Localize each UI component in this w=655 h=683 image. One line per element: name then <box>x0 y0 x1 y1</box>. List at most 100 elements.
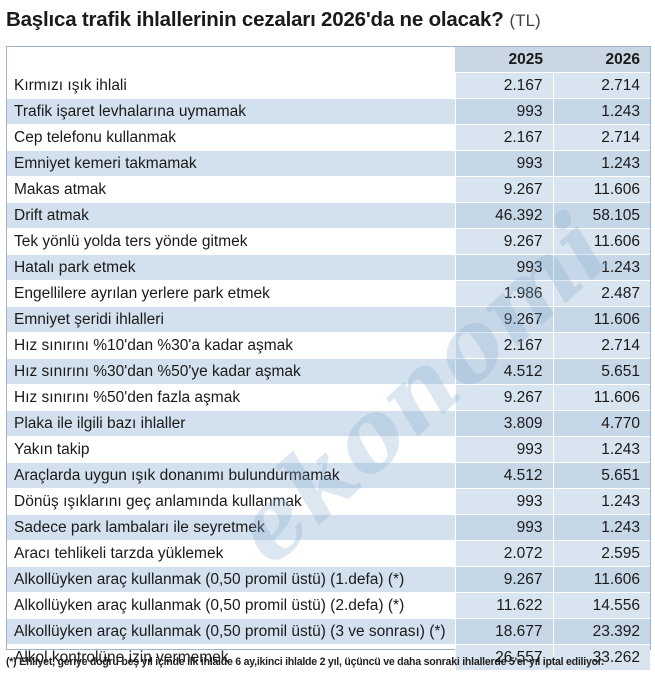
value-2026: 2.595 <box>552 540 650 567</box>
value-2025: 993 <box>454 488 553 515</box>
table-row: Engellilere ayrılan yerlere park etmek 1.… <box>7 280 650 307</box>
table-row: Yakın takip 993 1.243 <box>7 436 650 463</box>
table-row: Dönüş ışıklarını geç anlamında kullanmak… <box>7 488 650 515</box>
row-label: Aracı tehlikeli tarzda yüklemek <box>7 540 455 567</box>
value-2025: 993 <box>454 150 553 177</box>
table-row: Sadece park lambaları ile seyretmek 993 1.… <box>7 514 650 541</box>
value-2026: 1.243 <box>552 436 650 463</box>
value-2025: 9.267 <box>454 566 553 593</box>
table-header-row: 2025 2026 <box>7 47 650 73</box>
table-row: Alkollüyken araç kullanmak (0,50 promil … <box>7 566 650 593</box>
row-label: Drift atmak <box>7 202 455 229</box>
table-row: Aracı tehlikeli tarzda yüklemek 2.072 2.59… <box>7 540 650 567</box>
table-row: Araçlarda uygun ışık donanımı bulundurma… <box>7 462 650 489</box>
value-2025: 2.167 <box>454 332 553 359</box>
row-label: Dönüş ışıklarını geç anlamında kullanmak <box>7 488 455 515</box>
table-row: Hız sınırını %10'dan %30'a kadar aşmak 2.… <box>7 332 650 359</box>
table-row: Hız sınırını %50'den fazla aşmak 9.267 11.… <box>7 384 650 411</box>
table-row: Hız sınırını %30'dan %50'ye kadar aşmak 4… <box>7 358 650 385</box>
value-2026: 11.606 <box>552 306 650 333</box>
page-title: Başlıca trafik ihlallerinin cezaları 202… <box>6 8 651 42</box>
value-2026: 11.606 <box>552 176 650 203</box>
row-label: Alkollüyken araç kullanmak (0,50 promil … <box>7 566 455 593</box>
value-2025: 1.986 <box>454 280 553 307</box>
row-label: Alkol kontrolüne izin vermemek <box>7 644 455 671</box>
table-row: Emniyet kemeri takmamak 993 1.243 <box>7 150 650 177</box>
value-2026: 14.556 <box>552 592 650 619</box>
value-2025: 9.267 <box>454 176 553 203</box>
table-row: Makas atmak 9.267 11.606 <box>7 176 650 203</box>
value-2025: 9.267 <box>454 228 553 255</box>
value-2026: 1.243 <box>552 98 650 125</box>
row-label: Makas atmak <box>7 176 455 203</box>
value-2026: 4.770 <box>552 410 650 437</box>
value-2026: 1.243 <box>552 514 650 541</box>
column-header-2026: 2026 <box>553 47 650 73</box>
value-2025: 26.557 <box>454 644 553 671</box>
row-label: Alkollüyken araç kullanmak (0,50 promil … <box>7 592 455 619</box>
row-label: Tek yönlü yolda ters yönde gitmek <box>7 228 455 255</box>
value-2025: 9.267 <box>454 306 553 333</box>
value-2025: 2.072 <box>454 540 553 567</box>
value-2025: 993 <box>454 514 553 541</box>
value-2026: 1.243 <box>552 254 650 281</box>
value-2026: 11.606 <box>552 384 650 411</box>
table-row: Alkollüyken araç kullanmak (0,50 promil … <box>7 592 650 619</box>
table-row: Trafik işaret levhalarına uymamak 993 1.24… <box>7 98 650 125</box>
value-2025: 993 <box>454 254 553 281</box>
value-2025: 993 <box>454 436 553 463</box>
row-label: Cep telefonu kullanmak <box>7 124 455 151</box>
unit-label: (TL) <box>509 11 541 30</box>
table-row: Emniyet şeridi ihlalleri 9.267 11.606 <box>7 306 650 333</box>
row-label: Emniyet kemeri takmamak <box>7 150 455 177</box>
value-2025: 4.512 <box>454 358 553 385</box>
value-2026: 58.105 <box>552 202 650 229</box>
fines-table-container: 2025 2026 Kırmızı ışık ihlali 2.167 2.714 T… <box>6 46 651 671</box>
table-row: Alkol kontrolüne izin vermemek 26.557 33.2… <box>7 644 650 671</box>
value-2026: 2.714 <box>552 72 650 99</box>
value-2026: 11.606 <box>552 566 650 593</box>
table-row: Drift atmak 46.392 58.105 <box>7 202 650 229</box>
value-2026: 1.243 <box>552 150 650 177</box>
value-2025: 993 <box>454 98 553 125</box>
value-2025: 9.267 <box>454 384 553 411</box>
column-header-2025: 2025 <box>455 47 553 73</box>
row-label: Kırmızı ışık ihlali <box>7 72 455 99</box>
value-2025: 18.677 <box>454 618 553 645</box>
row-label: Plaka ile ilgili bazı ihlaller <box>7 410 455 437</box>
row-label: Trafik işaret levhalarına uymamak <box>7 98 455 125</box>
value-2026: 5.651 <box>552 358 650 385</box>
row-label: Sadece park lambaları ile seyretmek <box>7 514 455 541</box>
value-2026: 2.714 <box>552 124 650 151</box>
value-2026: 33.262 <box>552 644 650 671</box>
value-2025: 2.167 <box>454 124 553 151</box>
row-label: Hız sınırını %30'dan %50'ye kadar aşmak <box>7 358 455 385</box>
row-label: Yakın takip <box>7 436 455 463</box>
row-label: Alkollüyken araç kullanmak (0,50 promil … <box>7 618 455 645</box>
table-row: Plaka ile ilgili bazı ihlaller 3.809 4.770 <box>7 410 650 437</box>
fines-table: 2025 2026 Kırmızı ışık ihlali 2.167 2.714 T… <box>7 47 650 671</box>
table-body: Kırmızı ışık ihlali 2.167 2.714 Trafik işar… <box>7 72 650 671</box>
value-2025: 11.622 <box>454 592 553 619</box>
row-label: Emniyet şeridi ihlalleri <box>7 306 455 333</box>
value-2026: 5.651 <box>552 462 650 489</box>
table-row: Tek yönlü yolda ters yönde gitmek 9.267 11… <box>7 228 650 255</box>
row-label: Araçlarda uygun ışık donanımı bulundurma… <box>7 462 455 489</box>
header-blank-cell <box>7 47 455 73</box>
value-2026: 2.714 <box>552 332 650 359</box>
table-row: Alkollüyken araç kullanmak (0,50 promil … <box>7 618 650 645</box>
title-text: Başlıca trafik ihlallerinin cezaları 202… <box>6 8 504 31</box>
table-row: Cep telefonu kullanmak 2.167 2.714 <box>7 124 650 151</box>
value-2025: 46.392 <box>454 202 553 229</box>
row-label: Hatalı park etmek <box>7 254 455 281</box>
value-2026: 2.487 <box>552 280 650 307</box>
value-2025: 2.167 <box>454 72 553 99</box>
value-2026: 11.606 <box>552 228 650 255</box>
table-row: Hatalı park etmek 993 1.243 <box>7 254 650 281</box>
value-2025: 3.809 <box>454 410 553 437</box>
table-row: Kırmızı ışık ihlali 2.167 2.714 <box>7 72 650 99</box>
row-label: Engellilere ayrılan yerlere park etmek <box>7 280 455 307</box>
footnote: (*) Ehliyet, geriye doğru beş yıl içinde… <box>6 656 604 668</box>
value-2026: 1.243 <box>552 488 650 515</box>
value-2025: 4.512 <box>454 462 553 489</box>
